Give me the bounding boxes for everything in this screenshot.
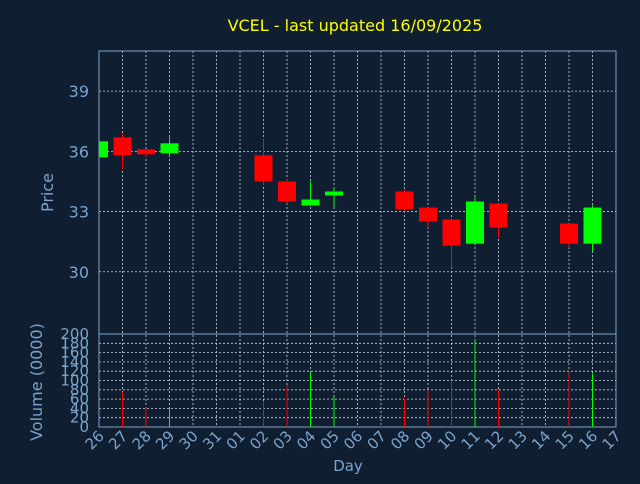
candle-body [419, 207, 437, 222]
x-tick-label: 07 [364, 427, 390, 453]
candle-body [325, 191, 343, 196]
volume-tick-label: 20 [70, 409, 89, 427]
candle-body [395, 191, 414, 210]
volume-tick-label: 0 [79, 418, 89, 436]
x-tick-label: 08 [387, 427, 413, 453]
x-tick-label: 12 [481, 427, 507, 453]
x-tick-label: 05 [317, 427, 343, 453]
x-tick-label: 15 [552, 427, 578, 453]
x-tick-label: 29 [152, 427, 178, 453]
candles-group [99, 133, 602, 268]
x-tick-label: 13 [505, 427, 531, 453]
x-tick-label: 27 [105, 427, 131, 453]
candle-body [99, 141, 108, 158]
candle-body [489, 203, 508, 228]
chart-title: VCEL - last updated 16/09/2025 [228, 16, 483, 35]
volume-tick-label: 180 [60, 334, 89, 352]
volume-tick-label: 140 [60, 353, 89, 371]
volume-tick-label: 80 [70, 381, 89, 399]
x-tick-label: 10 [434, 427, 460, 453]
volume-tick-label: 40 [70, 399, 89, 417]
candle-body [442, 219, 461, 246]
x-axis-label: Day [333, 457, 363, 475]
price-tick-label: 33 [69, 203, 89, 222]
candle-body [301, 199, 320, 206]
x-tick-label: 11 [458, 427, 484, 453]
x-tick-label: 02 [246, 427, 272, 453]
x-tick-label: 30 [176, 427, 202, 453]
candle-body [160, 143, 179, 154]
volume-axis-label: Volume (0000) [27, 323, 46, 441]
volume-tick-label: 100 [60, 372, 89, 390]
candle-body [466, 201, 484, 244]
price-tick-label: 39 [69, 82, 89, 101]
candle-body [583, 207, 602, 244]
x-tick-label: 31 [199, 427, 225, 453]
x-tick-label: 14 [528, 427, 554, 453]
x-tick-label: 09 [411, 427, 437, 453]
candle-body [278, 181, 296, 202]
price-tick-label: 30 [69, 263, 89, 282]
x-tick-label: 28 [129, 427, 155, 453]
candle-body [254, 155, 273, 182]
price-axis-label: Price [38, 173, 57, 212]
x-tick-label: 01 [223, 427, 249, 453]
candle-body [137, 149, 155, 155]
x-tick-label: 06 [340, 427, 366, 453]
x-tick-label: 04 [293, 427, 319, 453]
volume-tick-label: 120 [60, 362, 89, 380]
x-tick-label: 16 [575, 427, 601, 453]
price-tick-label: 36 [69, 142, 89, 161]
volume-tick-label: 160 [60, 344, 89, 362]
candle-body [560, 223, 578, 244]
candle-body [113, 137, 132, 156]
x-tick-label: 03 [270, 427, 296, 453]
volume-tick-label: 60 [70, 390, 89, 408]
x-tick-label: 17 [599, 427, 625, 453]
volume-panel-frame [98, 333, 617, 428]
volume-tick-label: 200 [60, 325, 89, 343]
